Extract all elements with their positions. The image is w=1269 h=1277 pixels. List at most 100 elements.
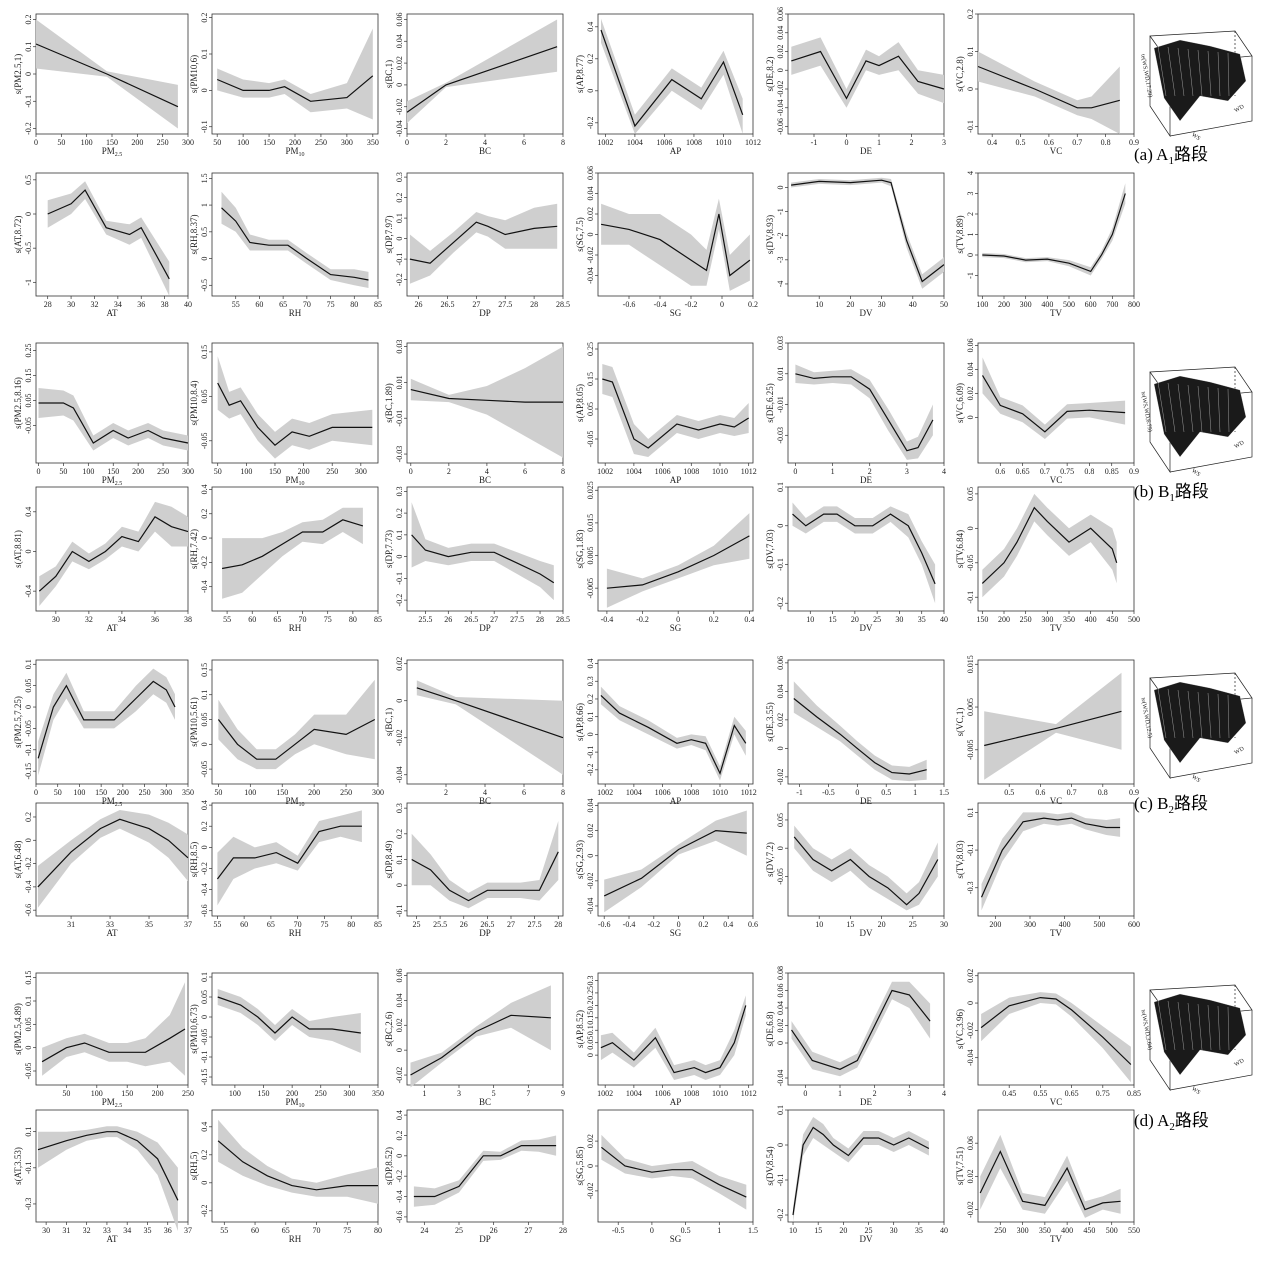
- smooth-curve: [35, 43, 179, 108]
- y-tick-label: -0.02: [776, 81, 785, 98]
- y-tick-label: 0.1: [966, 807, 975, 817]
- x-tick-label: 1002: [597, 138, 613, 147]
- x-tick-label: 200: [998, 615, 1010, 624]
- x-tick-label: 0.6: [748, 920, 758, 929]
- x-axis-label: VC: [1050, 475, 1063, 485]
- y-tick-label: -4: [776, 281, 785, 288]
- x-tick-label: 65: [267, 920, 275, 929]
- smooth-curve: [600, 1005, 747, 1074]
- gam-panel-25: 0 50 100 150 200 250 300 350 -0.15 -0.1 -0.05 0 0.05…: [13, 659, 194, 808]
- x-tick-label: 1004: [626, 467, 642, 476]
- y-tick-label: -0.6: [24, 904, 33, 917]
- y-tick-label: 0: [586, 233, 595, 237]
- confidence-band: [602, 364, 749, 457]
- y-tick-label: 0.04: [395, 34, 404, 48]
- y-tick-label: -0.04: [776, 1070, 785, 1087]
- x-axis-label: PM2.5: [102, 796, 123, 808]
- y-tick-label: -0.04: [966, 1049, 975, 1066]
- section-label: (c) B2路段: [1134, 794, 1208, 816]
- x-tick-label: 20: [839, 1226, 847, 1235]
- y-tick-label: 0.25: [24, 344, 33, 358]
- smooth-curve: [217, 1140, 378, 1191]
- y-axis-label: s(AP,8.66): [575, 703, 585, 741]
- confidence-band: [793, 1117, 929, 1222]
- x-tick-label: 0.75: [1096, 1089, 1110, 1098]
- y-tick-label: 0.05: [200, 389, 209, 403]
- y-tick-label: -0.15: [24, 763, 33, 780]
- y-tick-label: 0.005: [586, 547, 595, 565]
- y-tick-label: 0: [776, 185, 785, 189]
- x-tick-label: 0.6: [1035, 788, 1045, 797]
- confidence-band: [411, 821, 559, 909]
- x-tick-label: 75: [343, 1226, 351, 1235]
- y-tick-label: 0.05: [586, 402, 595, 416]
- x-tick-label: 38: [161, 300, 169, 309]
- x-tick-label: 10: [815, 300, 823, 309]
- y-tick-label: 0.1: [586, 1025, 595, 1035]
- confidence-band: [38, 668, 176, 776]
- x-tick-label: 8: [561, 467, 565, 476]
- y-axis-label: s(PM2.5,1): [13, 54, 23, 95]
- x-tick-label: -0.2: [636, 615, 649, 624]
- gam-panel-30: 0.5 0.6 0.7 0.8 0.9 -0.005 0.005 0.015 VC s(VC,1): [955, 655, 1139, 806]
- plot-frame: [35, 1109, 189, 1223]
- y-tick-label: 0.2: [200, 821, 209, 831]
- gam-panel-28: 1002 1004 1006 1008 1010 1012 -0.2 -0.1 0 0.1 0.2 0…: [575, 659, 757, 806]
- x-tick-label: 30: [52, 615, 60, 624]
- confidence-band: [600, 995, 746, 1080]
- x-tick-label: 34: [114, 300, 122, 309]
- plot-frame: [977, 1109, 1135, 1223]
- x-tick-label: 15: [829, 615, 837, 624]
- y-tick-label: -0.4: [200, 883, 209, 896]
- gam-panel-3: 0 2 4 6 8 -0.04 -0.02 0 0.02 0.04 0.06 BC s(BC,1): [384, 12, 565, 156]
- x-tick-label: 70: [313, 1226, 321, 1235]
- x-tick-label: 0: [803, 1089, 807, 1098]
- x-tick-label: 28: [44, 300, 52, 309]
- y-tick-label: 0.1: [395, 213, 404, 223]
- x-tick-label: -0.4: [654, 300, 667, 309]
- gam-panel-24: 150 200 250 300 350 400 450 500 -0.1 -0.05 0 0.05 TV…: [955, 486, 1140, 633]
- x-tick-label: 1.5: [939, 788, 949, 797]
- gam-panel-9: 26 26.5 27 27.5 28 28.5 -0.2 -0.1 0 0.1 0.2 0.3 DP s(…: [384, 172, 570, 318]
- x-tick-label: 30: [67, 300, 75, 309]
- y-tick-label: -0.2: [200, 862, 209, 875]
- x-axis-label: DP: [479, 928, 491, 938]
- y-tick-label: 0.02: [586, 824, 595, 838]
- x-tick-label: 4: [483, 138, 487, 147]
- y-tick-label: 0.2: [395, 193, 404, 203]
- y-tick-label: 0.15: [200, 345, 209, 359]
- x-tick-label: 1006: [656, 138, 672, 147]
- gam-panel-22: -0.4 -0.2 0 0.2 0.4 -0.005 0.005 0.015 0.025 SG s(…: [575, 481, 754, 633]
- x-tick-label: 150: [269, 467, 281, 476]
- x-tick-label: 50: [214, 788, 222, 797]
- y-tick-label: 0.3: [586, 676, 595, 686]
- y-axis-label: s(DV,7.03): [765, 529, 775, 568]
- y-tick-label: 1: [200, 203, 209, 207]
- x-tick-label: 0.5: [1004, 788, 1014, 797]
- gam-panel-27: 2 4 6 8 -0.04 -0.02 0 0.02 BC s(BC,1): [384, 657, 565, 806]
- x-tick-label: 20: [846, 300, 854, 309]
- x-tick-label: 55: [223, 615, 231, 624]
- x-tick-label: 30: [890, 1226, 898, 1235]
- smooth-curve: [416, 687, 564, 739]
- x-tick-label: 0.45: [1002, 1089, 1016, 1098]
- x-tick-label: 26.5: [480, 920, 494, 929]
- x-tick-label: 60: [255, 300, 263, 309]
- x-tick-label: 55: [232, 300, 240, 309]
- y-axis-label: s(PM10,5.61): [189, 697, 199, 747]
- y-axis-label: s(SG,2.93): [575, 840, 585, 879]
- x-tick-label: 350: [367, 138, 379, 147]
- y-tick-label: 0: [586, 89, 595, 93]
- y-tick-label: 0.06: [776, 656, 785, 670]
- x-tick-label: 0.75: [1060, 467, 1074, 476]
- y-tick-label: 0: [395, 699, 404, 703]
- x-tick-label: 100: [73, 788, 85, 797]
- x-tick-label: 150: [263, 138, 275, 147]
- x-axis-label: DV: [860, 928, 873, 938]
- y-tick-label: -0.4: [395, 1190, 404, 1203]
- y-tick-label: 0.06: [966, 1136, 975, 1150]
- x-tick-label: 50: [54, 788, 62, 797]
- y-tick-label: -0.05: [24, 1063, 33, 1080]
- y-tick-label: -0.02: [966, 1022, 975, 1039]
- x-tick-label: 400: [1059, 920, 1071, 929]
